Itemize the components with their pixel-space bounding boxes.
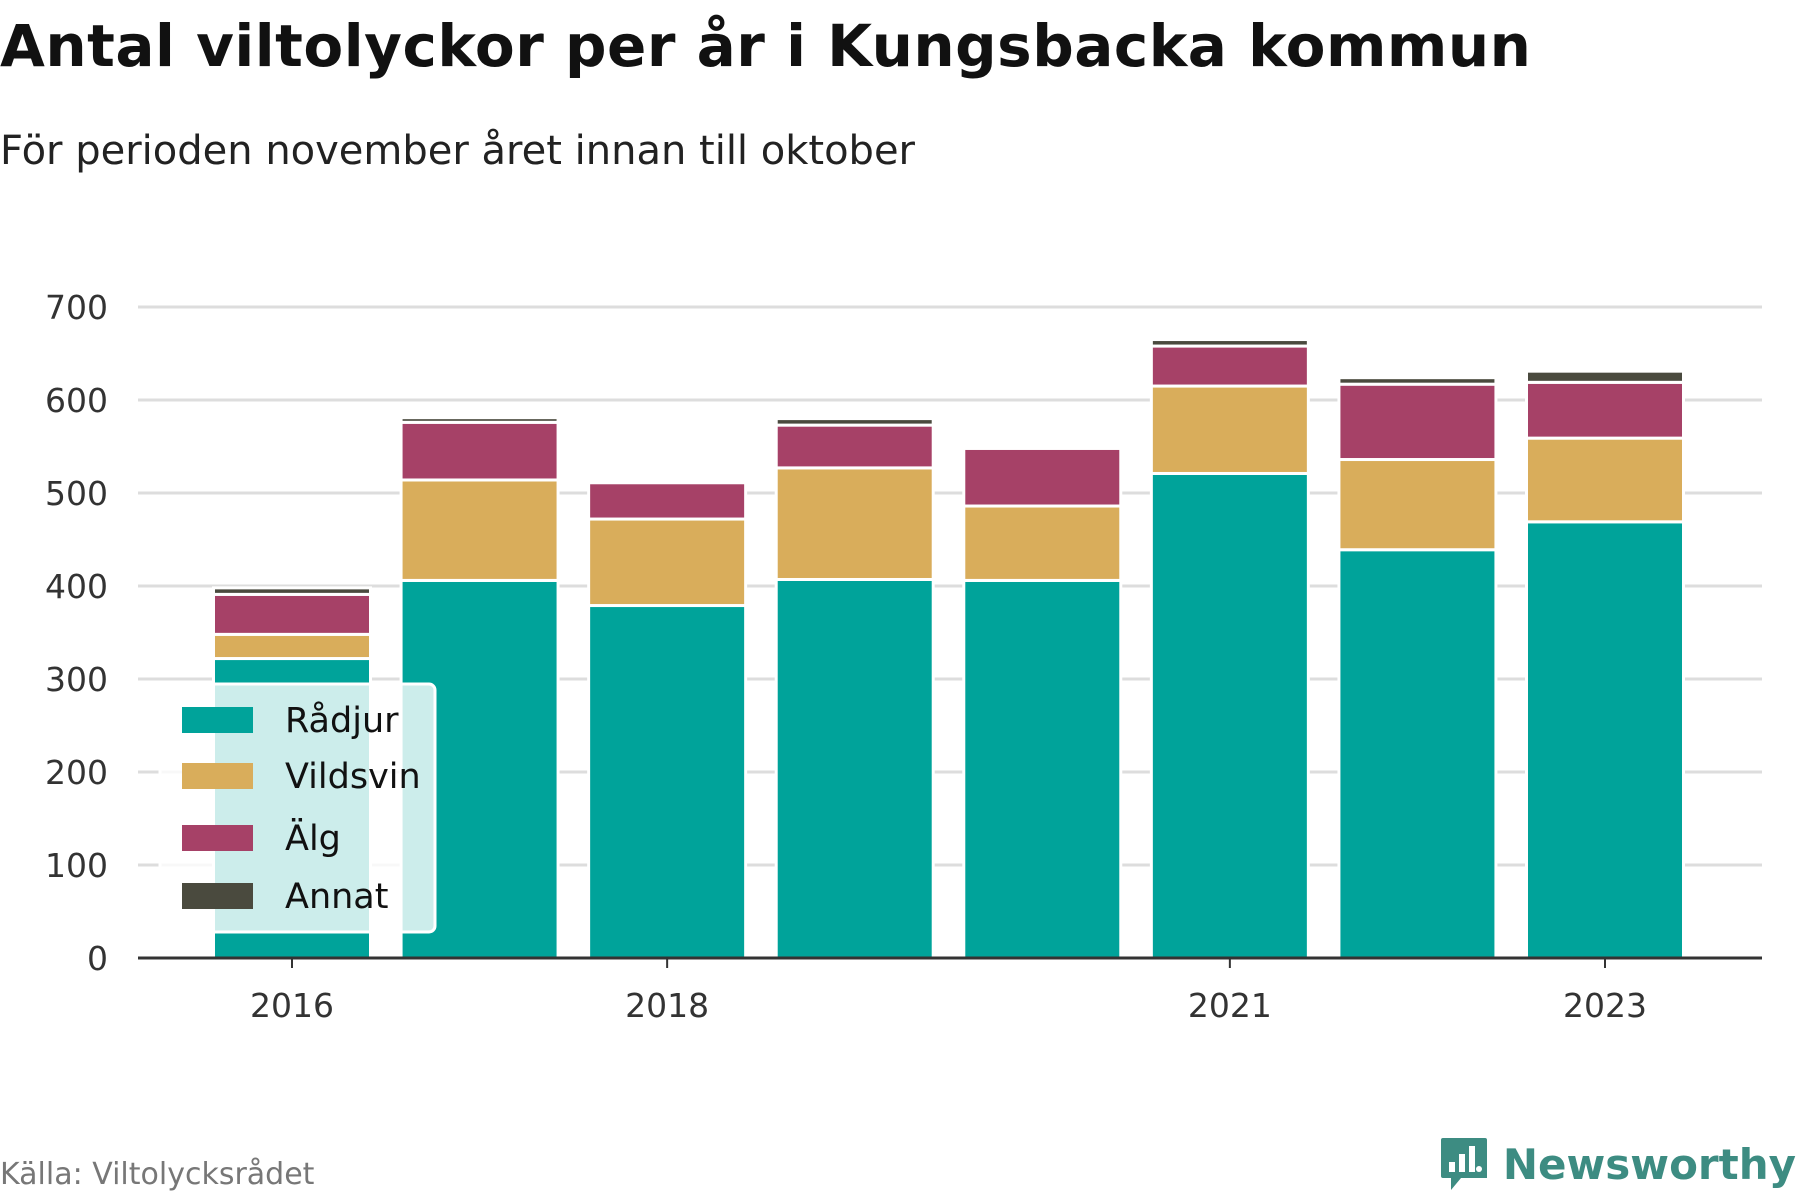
legend-swatch bbox=[182, 883, 253, 909]
legend-label: Vildsvin bbox=[285, 757, 421, 797]
bar-segment bbox=[399, 416, 560, 424]
brand-name: Newsworthy bbox=[1502, 1139, 1796, 1189]
x-axis-ticks: 2016 2018 2021 2023 bbox=[250, 958, 1647, 1025]
bar-segment bbox=[774, 423, 935, 470]
bar-segment bbox=[962, 444, 1123, 450]
bar-segment bbox=[212, 586, 372, 596]
y-tick-label: 100 bbox=[45, 846, 108, 885]
bar-segment bbox=[1337, 458, 1498, 552]
legend-label: Rådjur bbox=[285, 700, 399, 741]
bar-segment bbox=[1337, 382, 1498, 462]
bar-segment bbox=[1149, 384, 1310, 475]
bar-segment bbox=[212, 632, 372, 661]
legend-swatch bbox=[182, 825, 253, 851]
y-tick-label: 700 bbox=[45, 288, 108, 327]
brand-logo: Newsworthy bbox=[1439, 1136, 1796, 1192]
source-note: Källa: Viltolycksrådet bbox=[0, 1157, 315, 1192]
bar-segment bbox=[1337, 548, 1498, 960]
bar-segment bbox=[1525, 436, 1685, 524]
legend-swatch bbox=[182, 763, 253, 789]
y-tick-label: 200 bbox=[45, 753, 108, 792]
y-tick-label: 500 bbox=[45, 474, 108, 513]
bar-segment bbox=[1149, 344, 1310, 388]
legend-label: Älg bbox=[285, 817, 341, 859]
legend-box bbox=[158, 682, 437, 934]
x-tick-label: 2018 bbox=[625, 986, 709, 1025]
x-tick-label: 2016 bbox=[250, 986, 334, 1025]
bar-segment bbox=[962, 578, 1123, 960]
bar-segment bbox=[587, 604, 748, 960]
bar-segment bbox=[962, 446, 1123, 508]
bar-segment bbox=[1337, 376, 1498, 386]
x-tick-label: 2021 bbox=[1188, 986, 1272, 1025]
y-tick-label: 0 bbox=[87, 939, 108, 978]
chart-title: Antal viltolyckor per år i Kungsbacka ko… bbox=[0, 12, 1532, 80]
bar-segment bbox=[774, 417, 935, 427]
y-axis-ticks: 0 100 200 300 400 500 600 700 bbox=[45, 288, 108, 978]
legend-swatch bbox=[182, 707, 253, 733]
legend: Rådjur Vildsvin Älg Annat bbox=[158, 682, 437, 934]
y-tick-label: 600 bbox=[45, 381, 108, 420]
bar-segment bbox=[774, 466, 935, 581]
bar-segment bbox=[399, 478, 560, 582]
bar-segment bbox=[774, 577, 935, 960]
bar-segment bbox=[587, 517, 748, 608]
bar-segment bbox=[962, 504, 1123, 582]
bar-segment bbox=[1525, 380, 1685, 440]
y-tick-label: 300 bbox=[45, 660, 108, 699]
bar-segment bbox=[1525, 520, 1685, 960]
bar-segment bbox=[399, 420, 560, 482]
y-tick-label: 400 bbox=[45, 567, 108, 606]
bar-segment bbox=[587, 481, 748, 521]
bar-segment bbox=[1149, 471, 1310, 960]
bar-segment bbox=[1525, 369, 1685, 384]
bar-segment bbox=[1149, 338, 1310, 348]
chart-subtitle: För perioden november året innan till ok… bbox=[0, 128, 915, 174]
newsworthy-logo-icon bbox=[1440, 1138, 1487, 1190]
legend-label: Annat bbox=[285, 877, 388, 917]
bar-segment bbox=[212, 592, 372, 636]
x-tick-label: 2023 bbox=[1563, 986, 1647, 1025]
